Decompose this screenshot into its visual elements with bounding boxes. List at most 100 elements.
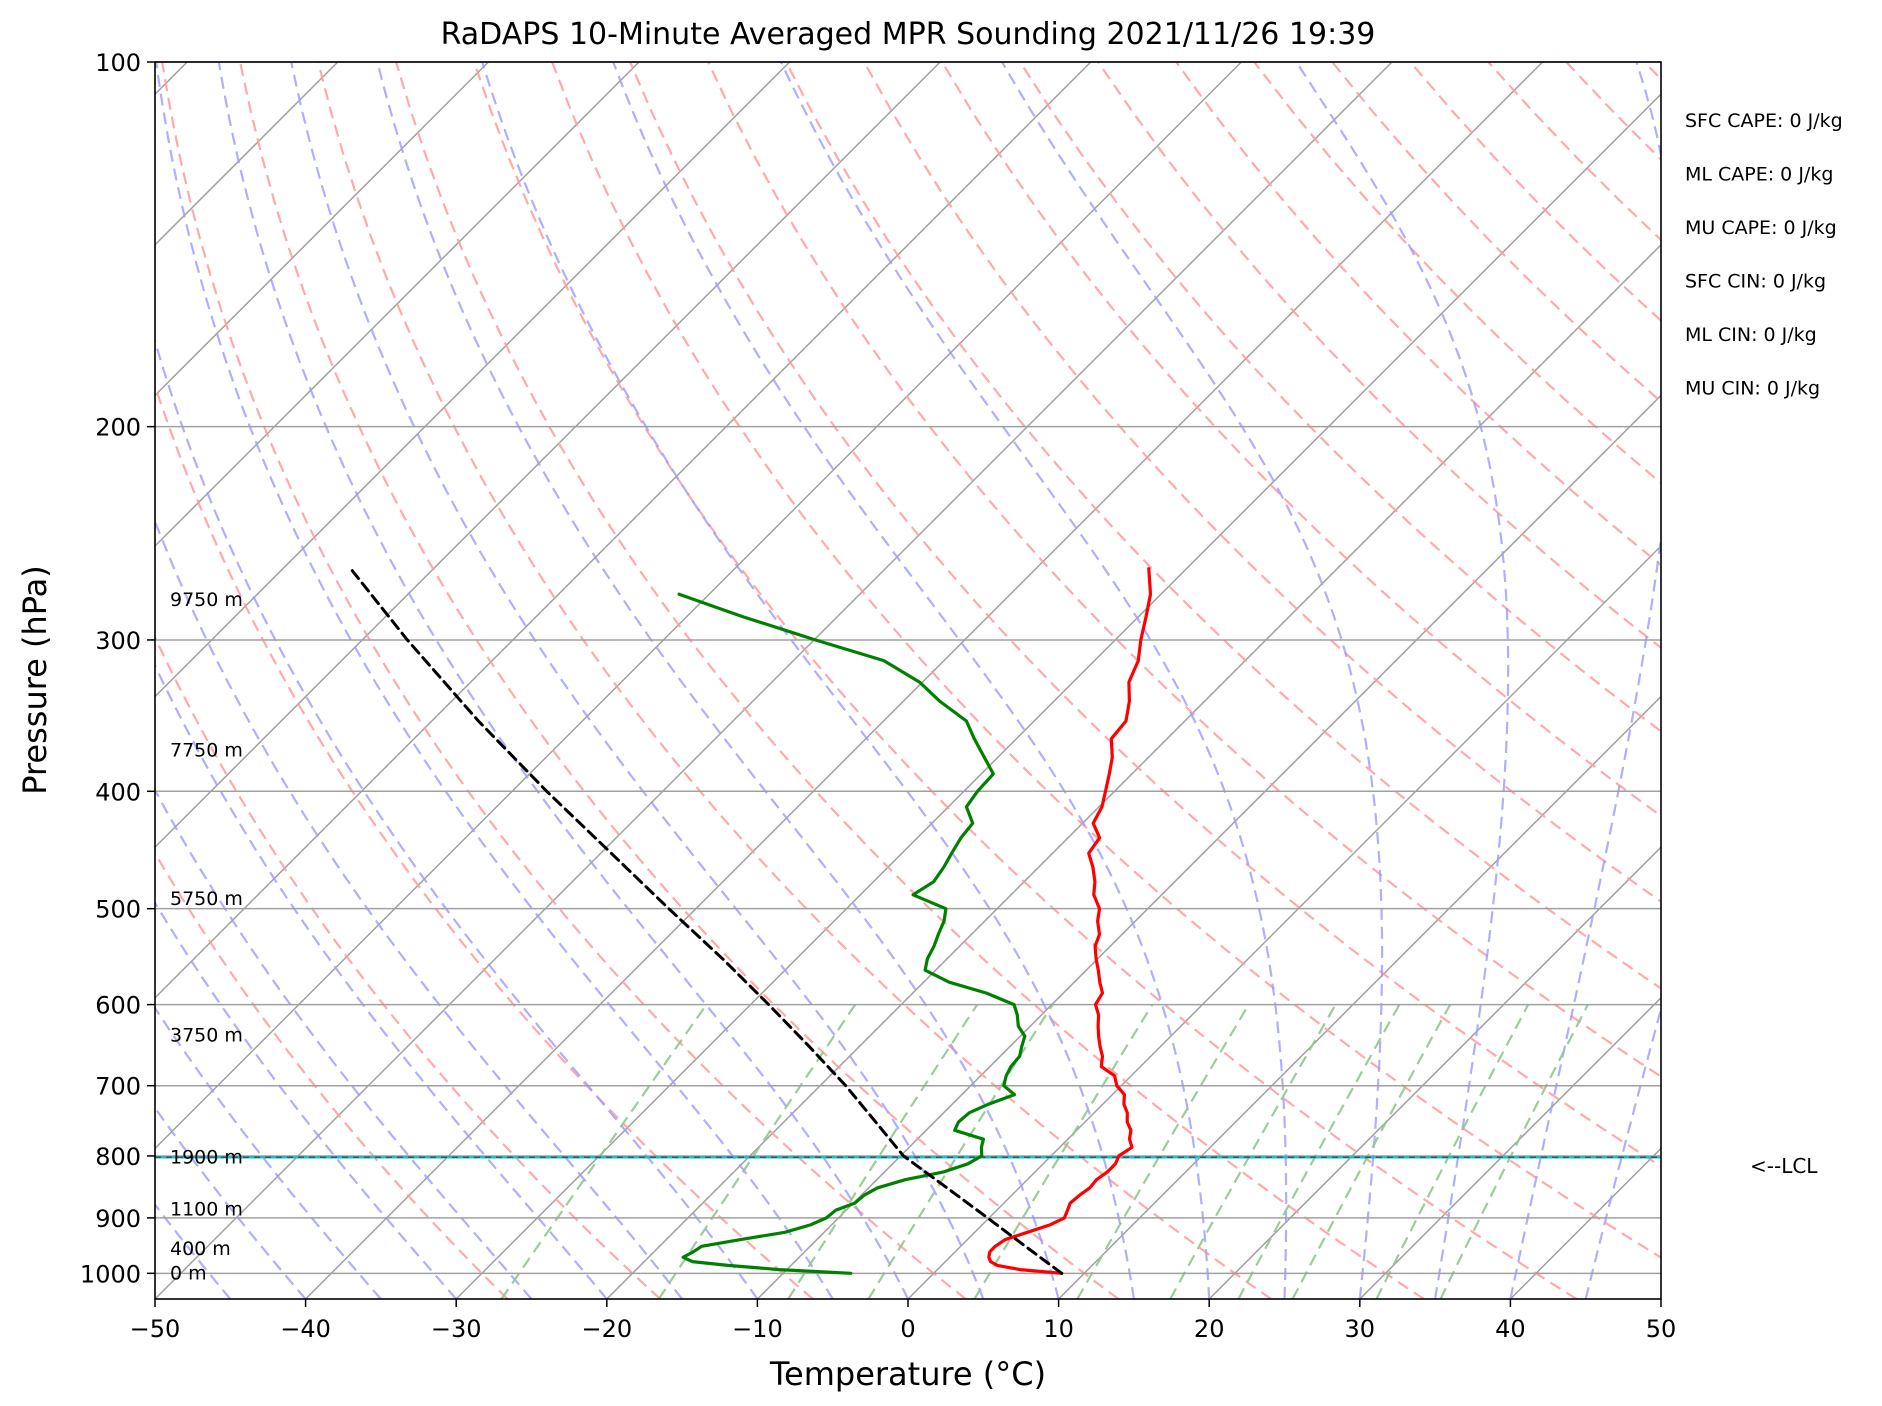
mixing-ratio-line	[1237, 1004, 1401, 1299]
y-tick-label: 600	[95, 992, 141, 1020]
dry-adiabat-line	[785, 62, 1661, 990]
moist-adiabat-line	[217, 62, 909, 1299]
moist-adiabat-line	[481, 62, 1135, 1299]
mixing-ratio-line	[867, 1004, 1054, 1299]
x-tick-label: 30	[1345, 1315, 1376, 1343]
y-axis-label: Pressure (hPa)	[16, 565, 54, 795]
y-tick-label: 800	[95, 1143, 141, 1171]
stability-index: MU CAPE: 0 J/kg	[1685, 217, 1837, 239]
mixing-ratio-line	[1076, 1004, 1250, 1299]
isotherm-line	[155, 62, 791, 698]
mixing-ratio-line	[1439, 1004, 1589, 1299]
chart-title: RaDAPS 10-Minute Averaged MPR Sounding 2…	[441, 17, 1376, 52]
background-lines	[155, 62, 1661, 1299]
mixing-ratio-line	[973, 1004, 1154, 1299]
isotherm-line	[606, 243, 1661, 1299]
temperature-line	[987, 567, 1153, 1275]
mixing-ratio-line	[1375, 1004, 1530, 1299]
moist-adiabat-line	[290, 62, 985, 1299]
height-label: 1100 m	[170, 1199, 243, 1221]
x-tick-label: 20	[1194, 1315, 1225, 1343]
x-tick-label: 0	[900, 1315, 915, 1343]
y-tick-label: 1000	[80, 1260, 141, 1288]
isotherm-line	[155, 62, 489, 397]
y-tick-label: 700	[95, 1073, 141, 1101]
stability-index: ML CIN: 0 J/kg	[1685, 324, 1817, 346]
dry-adiabat-line	[155, 382, 814, 1299]
stability-index: ML CAPE: 0 J/kg	[1685, 164, 1833, 186]
moist-adiabat-line	[155, 900, 458, 1299]
y-tick-label: 100	[95, 49, 141, 77]
isotherm-line	[155, 62, 1092, 999]
height-label: 3750 m	[170, 1024, 243, 1046]
moist-adiabat-line	[1509, 62, 1661, 1299]
height-label: 400 m	[170, 1238, 231, 1260]
moist-adiabat-line	[155, 337, 759, 1299]
dry-adiabat-line	[155, 851, 509, 1299]
stability-indices: SFC CAPE: 0 J/kg ML CAPE: 0 J/kg MU CAPE: …	[1685, 110, 1843, 400]
isotherm-line	[155, 62, 941, 849]
parcel-line	[349, 567, 1064, 1275]
x-tick-label: −30	[431, 1315, 482, 1343]
dry-adiabat-line	[707, 62, 1661, 1078]
dry-adiabat-line	[161, 62, 967, 1299]
stability-index: MU CIN: 0 J/kg	[1685, 378, 1820, 400]
moist-adiabat-line	[155, 662, 608, 1299]
y-tick-label: 900	[95, 1205, 141, 1233]
isotherm-line	[1208, 846, 1661, 1299]
y-tick-label: 200	[95, 414, 141, 442]
y-tick-label: 300	[95, 627, 141, 655]
isotherm-line	[155, 62, 1393, 1299]
dry-adiabat-line	[473, 62, 1578, 1299]
axes: −50 −40 −30 −20 −10 0 10 20 30 40 50 1000 900 800 700 6…	[80, 49, 1676, 1343]
stability-index: SFC CAPE: 0 J/kg	[1685, 110, 1843, 132]
height-label: 5750 m	[170, 888, 243, 910]
x-tick-label: 10	[1043, 1315, 1074, 1343]
x-tick-label: −40	[280, 1315, 331, 1343]
mixing-ratio-line	[1291, 1004, 1452, 1299]
isotherm-line	[1058, 695, 1661, 1299]
dry-adiabat-line	[395, 62, 1425, 1299]
isotherm-line	[155, 62, 640, 548]
mixing-ratio-line	[1169, 1004, 1337, 1299]
x-tick-label: 50	[1646, 1315, 1677, 1343]
dry-adiabat-line	[155, 634, 662, 1299]
x-axis-label: Temperature (°C)	[769, 1355, 1046, 1393]
moist-adiabat-line	[1295, 62, 1510, 1299]
moist-adiabat-line	[155, 518, 683, 1299]
dry-adiabat-line	[1019, 62, 1661, 733]
moist-adiabat-line	[1001, 62, 1384, 1299]
profiles	[155, 567, 1661, 1275]
mixing-ratio-line	[787, 1003, 979, 1299]
isotherm-line	[155, 62, 1242, 1150]
height-label: 7750 m	[170, 739, 243, 761]
isotherm-line	[455, 93, 1661, 1299]
x-tick-label: 40	[1495, 1315, 1526, 1343]
mixing-ratio-line	[500, 1003, 708, 1299]
dry-adiabat-line	[239, 62, 1120, 1299]
y-tick-label: 500	[95, 896, 141, 924]
moist-adiabat-line	[780, 62, 1288, 1299]
moist-adiabat-line	[155, 62, 834, 1299]
dry-adiabat-line	[551, 62, 1661, 1259]
height-label: 0 m	[170, 1262, 207, 1284]
moist-adiabat-line	[376, 62, 1060, 1299]
isotherm-line	[1359, 996, 1661, 1299]
height-label: 9750 m	[170, 589, 243, 611]
dewpoint-line	[677, 592, 1027, 1275]
lcl-label: <--LCL	[1750, 1154, 1818, 1178]
moist-adiabat-line	[612, 62, 1211, 1299]
y-tick-label: 400	[95, 778, 141, 806]
x-tick-label: −50	[130, 1315, 181, 1343]
dry-adiabat-line	[1097, 62, 1661, 650]
x-tick-label: −20	[581, 1315, 632, 1343]
dry-adiabat-line	[317, 62, 1272, 1299]
mixing-ratio-line	[657, 1003, 857, 1299]
height-label: 1900 m	[170, 1146, 243, 1168]
x-tick-label: −10	[732, 1315, 783, 1343]
dry-adiabat-line	[629, 62, 1661, 1168]
moist-adiabat-line	[155, 787, 533, 1299]
isotherm-line	[907, 544, 1661, 1299]
